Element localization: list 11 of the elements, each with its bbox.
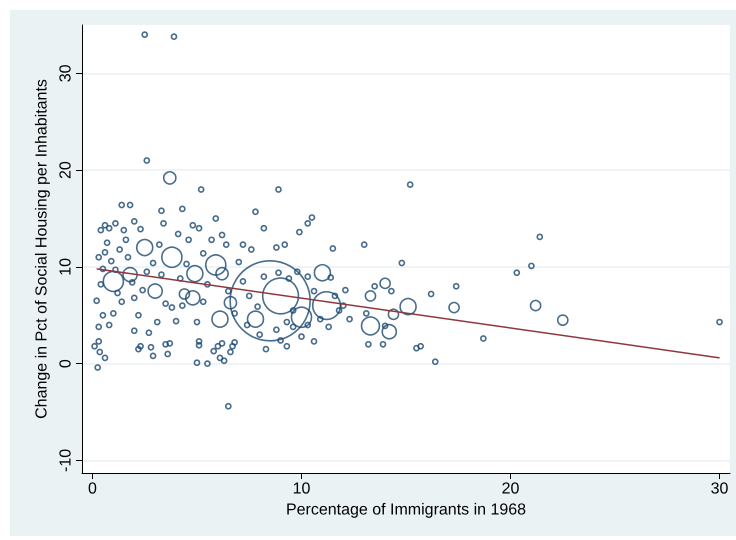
x-tick-label: 0 — [88, 480, 97, 498]
x-axis-title: Percentage of Immigrants in 1968 — [286, 501, 526, 518]
y-tick-label: -10 — [58, 448, 74, 472]
y-axis-title: Change in Pct of Social Housing per Inhabitants — [34, 79, 51, 419]
y-tick-label: 0 — [58, 359, 74, 368]
x-tick-label: 30 — [710, 480, 729, 498]
x-tick-label: 10 — [292, 480, 310, 498]
y-tick-label: 10 — [58, 258, 74, 276]
y-tick-label: 20 — [58, 161, 74, 180]
x-tick-label: 20 — [502, 480, 520, 498]
y-tick-label: 30 — [58, 64, 74, 82]
